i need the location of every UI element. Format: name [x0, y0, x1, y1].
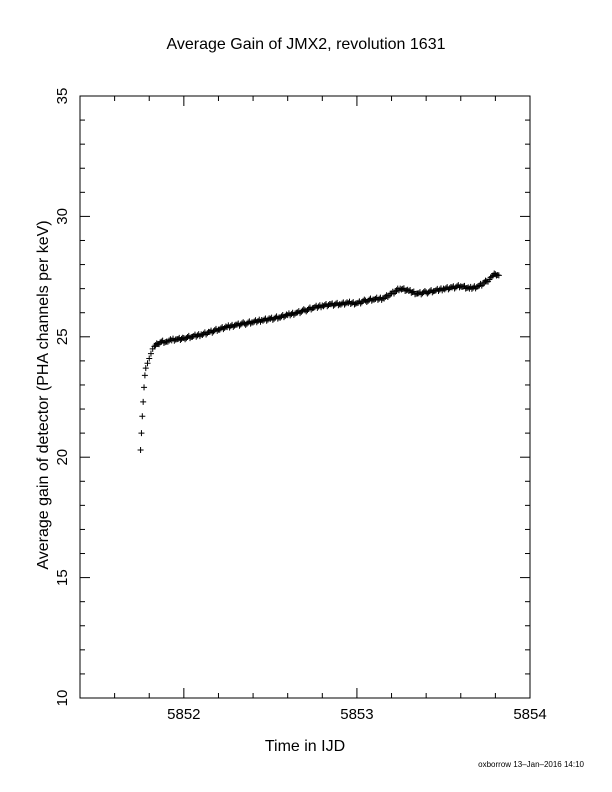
x-tick-label: 5852	[167, 706, 200, 723]
data-point	[146, 355, 153, 362]
data-point	[141, 384, 148, 391]
y-tick-label: 25	[54, 328, 71, 345]
y-tick-label: 15	[54, 569, 71, 586]
data-point	[160, 340, 167, 347]
y-axis-label: Average gain of detector (PHA channels p…	[35, 220, 52, 570]
y-tick-label: 35	[54, 88, 71, 105]
timestamp-stamp: oxborrow 13–Jan–2016 14:10	[478, 760, 584, 769]
data-point	[482, 277, 489, 284]
plot-frame	[79, 95, 531, 699]
y-tick-label: 10	[54, 690, 71, 707]
data-points	[137, 270, 502, 453]
y-tick-label: 20	[54, 449, 71, 466]
axis-tick-labels: 5852 5853 5854 10 15 20 25 30 35	[54, 88, 547, 723]
data-point	[164, 338, 171, 345]
data-point	[139, 413, 146, 420]
chart-title: Average Gain of JMX2, revolution 1631	[166, 36, 446, 53]
data-point	[167, 336, 174, 343]
data-point	[141, 372, 148, 379]
axis-ticks	[79, 95, 531, 699]
data-point	[140, 398, 147, 405]
data-point	[144, 360, 151, 367]
y-tick-label: 30	[54, 208, 71, 225]
data-point	[488, 273, 495, 280]
data-point	[495, 272, 502, 279]
x-axis-label: Time in IJD	[264, 738, 346, 755]
data-point	[138, 430, 145, 437]
data-point	[137, 446, 144, 453]
x-tick-label: 5853	[340, 706, 373, 723]
x-tick-label: 5854	[513, 706, 546, 723]
data-point	[147, 350, 154, 357]
data-point	[151, 343, 158, 350]
data-point	[142, 365, 149, 372]
